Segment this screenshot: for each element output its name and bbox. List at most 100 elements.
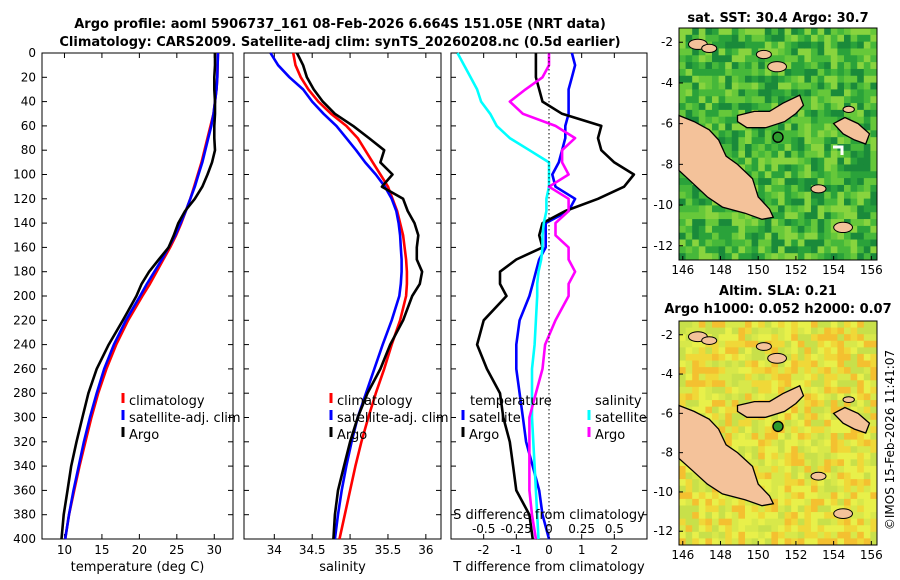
sst-map-field-cell — [698, 191, 706, 199]
sst-map-field-cell — [679, 184, 686, 193]
sst-map-field-cell — [679, 212, 686, 220]
sla-map-field-cell — [870, 406, 878, 414]
sla-map-field-cell — [751, 367, 759, 375]
sst-map-field-cell — [870, 157, 878, 165]
sla-map-field-cell — [863, 492, 871, 500]
sla-map-field-cell — [784, 327, 792, 335]
sst-map-field-cell — [830, 89, 838, 97]
sst-map-field-cell — [758, 184, 766, 193]
sst-map-field-cell — [778, 123, 785, 131]
sst-map-field-cell — [692, 89, 700, 97]
sla-map-field-cell — [738, 518, 746, 526]
sla-map-field-cell — [830, 485, 838, 493]
sst-map-field-cell — [745, 219, 752, 227]
sla-map-field-cell — [745, 531, 752, 539]
sst-map-field-cell — [811, 62, 818, 70]
sst-map-field-cell — [685, 205, 693, 213]
sla-map-field-cell — [731, 413, 739, 421]
sla-map-ytick-label: -8 — [661, 446, 673, 460]
sst-map-field-cell — [784, 62, 792, 70]
sla-map-field-cell — [764, 380, 772, 388]
sst-map-field-cell — [837, 171, 845, 179]
sst-map-field-cell — [863, 103, 871, 111]
sst-map-field-cell — [844, 205, 851, 213]
sla-map-field-cell — [751, 525, 759, 533]
sst-map-field-cell — [817, 89, 825, 97]
sst-map-field-cell — [830, 198, 838, 206]
sla-map-field-cell — [731, 518, 739, 526]
sst-map-new-ireland-island — [832, 116, 871, 145]
sla-map-field-cell — [751, 531, 759, 539]
sst-map-field-cell — [712, 205, 719, 213]
sla-map-field-cell — [778, 367, 785, 375]
sst-map-field-cell — [844, 75, 851, 83]
sla-map-field-cell — [758, 538, 766, 546]
sst-map-field-cell — [837, 41, 845, 49]
sla-map-field-cell — [725, 347, 733, 355]
sla-map-field-cell — [745, 498, 752, 506]
sst-map-field-cell — [797, 82, 805, 90]
sla-map-field-cell — [791, 518, 799, 526]
sla-map-field-cell — [725, 426, 733, 434]
depth-tick-label: 360 — [13, 483, 36, 497]
sst-map-field-cell — [837, 239, 845, 247]
sla-map-field-cell — [718, 380, 726, 388]
sla-map-field-cell — [784, 321, 792, 328]
sst-map-field-cell — [844, 191, 851, 199]
sst-map-field-cell — [738, 246, 746, 254]
sla-map-field-cell — [758, 334, 766, 342]
sst-map-field-cell — [830, 75, 838, 83]
sla-map-field-cell — [771, 373, 779, 381]
sst-map-field-cell — [731, 219, 739, 227]
sst-map-field-cell — [870, 116, 878, 124]
sst-map-field-cell — [685, 109, 693, 118]
sst-map-field-cell — [764, 239, 772, 247]
sst-map-field-cell — [692, 103, 700, 111]
sla-map-field-cell — [811, 459, 818, 467]
sla-map-field-cell — [791, 498, 799, 506]
sst-map-field-cell — [824, 191, 832, 199]
sst-map-field-cell — [850, 239, 858, 247]
sst-map-field-cell — [837, 184, 845, 193]
sla-map-field-cell — [837, 353, 845, 361]
sla-map-field-cell — [745, 439, 752, 447]
sst-map-field-cell — [804, 205, 812, 213]
sst-map-field-cell — [797, 246, 805, 254]
sla-map-field-cell — [804, 400, 812, 408]
sst-map-field-cell — [745, 82, 752, 90]
sst-map-field-cell — [738, 144, 746, 152]
sst-map-papua-new-guinea-land — [678, 114, 775, 220]
sla-map-field-cell — [844, 334, 851, 342]
sla-map-field-cell — [758, 433, 766, 440]
sst-map-title: sat. SST: 30.4 Argo: 30.7 — [687, 11, 868, 26]
sla-map-field-cell — [837, 498, 845, 506]
sst-map-field-cell — [850, 232, 858, 240]
depth-tick-label: 320 — [13, 435, 36, 449]
sst-map-field-cell — [705, 225, 713, 234]
sst-map-field-cell — [705, 82, 713, 90]
sla-map-field-cell — [718, 321, 726, 328]
sst-map-field-cell — [804, 184, 812, 193]
sst-map-field-cell — [804, 109, 812, 118]
sla-map-field-cell — [817, 459, 825, 467]
sst-map-xtick-label: 152 — [784, 263, 807, 277]
sla-map-field-cell — [718, 505, 726, 513]
sst-map-field-cell — [705, 123, 713, 131]
sla-map-field-cell — [692, 380, 700, 388]
sla-map-field-cell — [771, 479, 779, 487]
sst-map-field-cell — [751, 157, 759, 165]
sst-map-field-cell — [824, 62, 832, 70]
sst-map-field-cell — [797, 219, 805, 227]
sst-map-field-cell — [718, 75, 726, 83]
sla-map-field-cell — [712, 498, 719, 506]
sst-map-field-cell — [804, 239, 812, 247]
sla-map-field-cell — [824, 380, 832, 388]
sst-map-field-cell — [692, 225, 700, 234]
sla-map-field-cell — [679, 380, 686, 388]
sst-map-field-cell — [863, 41, 871, 49]
sla-map-field-cell — [804, 413, 812, 421]
sla-map-field-cell — [784, 465, 792, 473]
sst-map-field-cell — [778, 150, 785, 159]
sst-map-field-cell — [751, 225, 759, 234]
sst-map-xtick-label: 148 — [709, 263, 732, 277]
